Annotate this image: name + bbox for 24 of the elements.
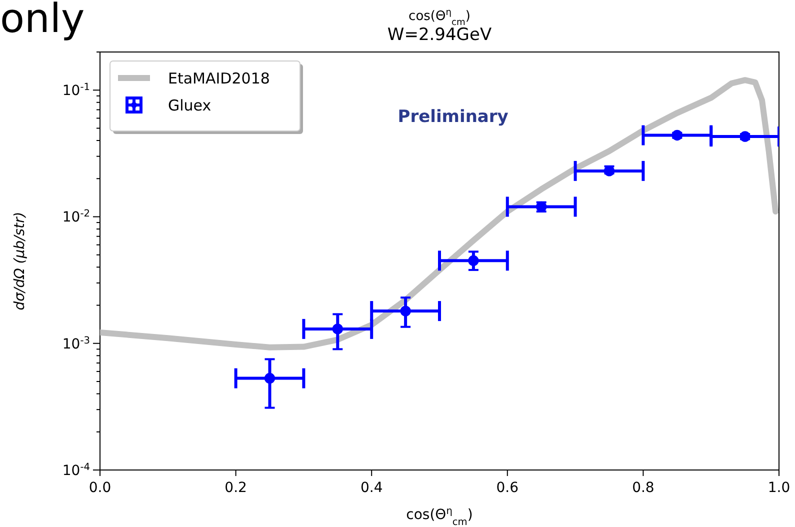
x-axis-title: cos(Θ$^{η}$$_{cm}$) — [406, 506, 473, 527]
legend-label: Gluex — [168, 96, 212, 114]
x-tick-label: 0.6 — [496, 480, 519, 496]
chart-title: cos(Θ$^{η}$$_{cm}$) — [408, 8, 470, 28]
point — [468, 255, 479, 266]
y-tick-label: 10$^{-4}$ — [62, 461, 90, 479]
annotation: Preliminary — [398, 107, 508, 127]
point — [400, 306, 411, 316]
x-tick-label: 0.2 — [224, 480, 247, 496]
x-tick-label: 0.8 — [632, 480, 654, 496]
point — [264, 372, 276, 384]
legend-label: EtaMAID2018 — [168, 69, 270, 88]
y-tick-label: 10$^{-1}$ — [62, 82, 90, 100]
y-tick-label: 10$^{-3}$ — [62, 334, 90, 352]
x-tick-label: 1.0 — [768, 480, 790, 496]
point — [604, 166, 615, 176]
x-tick-label: 0.0 — [88, 480, 112, 496]
y-tick-label: 10$^{-2}$ — [62, 208, 90, 226]
text: only — [0, 0, 85, 42]
chart-subtitle: W=2.94GeV — [387, 25, 492, 45]
point — [740, 131, 750, 142]
x-tick-label: 0.4 — [360, 480, 383, 496]
y-axis-title: dσ/dΩ (μb/str) — [12, 212, 28, 310]
point — [332, 324, 343, 334]
